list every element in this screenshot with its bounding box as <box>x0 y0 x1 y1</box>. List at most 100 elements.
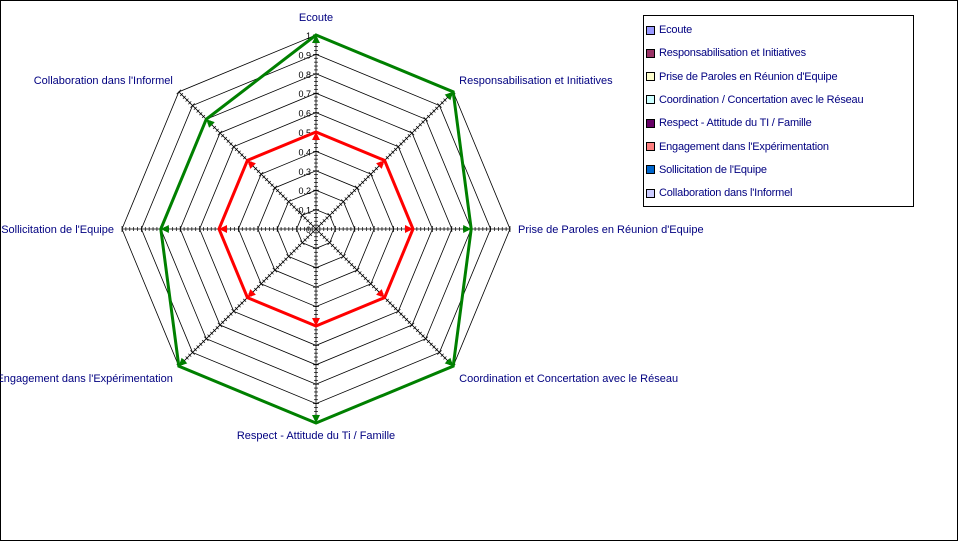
axis-tick <box>336 249 340 253</box>
axis-tick <box>303 238 307 242</box>
legend-swatch <box>646 118 655 128</box>
axis-tick <box>385 156 389 160</box>
axis-tick <box>363 177 368 182</box>
axis-tick <box>193 348 197 352</box>
axis-tick <box>407 320 411 324</box>
axis-tick <box>256 169 261 174</box>
axis-tick <box>203 336 209 342</box>
axis-tick <box>221 320 225 324</box>
axis-tick <box>388 153 392 157</box>
axis-tick <box>366 279 370 283</box>
legend-item: Respect - Attitude du TI / Famille <box>644 116 812 130</box>
axis-tick <box>281 260 285 264</box>
axis-tick <box>368 281 374 287</box>
axis-tick <box>393 147 398 152</box>
axis-tick <box>347 260 351 264</box>
axis-tick <box>212 328 217 333</box>
axis-label: Coordination et Concertation avec le Rés… <box>459 373 678 385</box>
axis-tick <box>426 339 431 344</box>
axis-label: Prise de Paroles en Réunion d'Equipe <box>518 224 704 236</box>
axis-tick <box>330 210 335 215</box>
series-point <box>178 357 188 367</box>
axis-tick <box>432 345 436 349</box>
axis-tick <box>368 171 374 177</box>
axis-tick <box>297 243 302 248</box>
axis-tick <box>289 252 293 256</box>
series-point <box>219 225 227 233</box>
axis-tick <box>221 134 225 138</box>
axis-tick <box>330 243 335 248</box>
legend-swatch <box>646 165 655 175</box>
axis-tick <box>366 175 370 179</box>
series-point <box>312 318 320 326</box>
axis-tick <box>347 194 351 198</box>
legend-swatch <box>646 72 655 82</box>
series-point <box>463 225 472 233</box>
axis-tick <box>264 276 269 281</box>
series-point <box>206 119 215 128</box>
axis-tick <box>258 171 264 177</box>
axis-tick <box>190 350 195 355</box>
axis-tick <box>286 254 291 259</box>
axis-tick <box>407 134 411 138</box>
legend-item: Collaboration dans l'Informel <box>644 186 792 200</box>
legend-label: Prise de Paroles en Réunion d'Equipe <box>659 70 838 83</box>
axis-tick <box>270 271 274 275</box>
axis-tick <box>402 315 406 319</box>
axis-tick <box>201 114 206 119</box>
series-point <box>376 160 385 169</box>
axis-tick <box>193 106 197 110</box>
axis-tick <box>415 125 420 130</box>
axis-label: Respect - Attitude du Ti / Famille <box>237 430 395 442</box>
axis-tick <box>234 147 239 152</box>
tick-label: 0,7 <box>298 89 311 99</box>
series-point <box>312 132 320 140</box>
series-point <box>444 91 454 101</box>
legend-label: Collaboration dans l'Informel <box>659 187 793 200</box>
axis-tick <box>339 252 343 256</box>
axis-tick <box>352 188 357 193</box>
legend-item: Engagement dans l'Expérimentation <box>644 140 829 154</box>
axis-tick <box>421 334 425 338</box>
tick-label: 0 <box>306 225 311 235</box>
axis-tick <box>275 265 280 270</box>
axis-tick <box>234 306 239 311</box>
series-point <box>247 289 256 298</box>
axis-tick <box>243 156 247 160</box>
axis-tick <box>237 150 241 154</box>
axis-tick <box>440 101 444 105</box>
axis-tick <box>432 109 436 113</box>
axis-tick <box>437 103 442 108</box>
axis-label: Responsabilisation et Initiatives <box>459 75 613 87</box>
legend-label: Engagement dans l'Expérimentation <box>659 140 829 153</box>
axis-tick <box>409 322 415 328</box>
axis-tick <box>429 342 433 346</box>
axis-tick <box>339 202 343 206</box>
axis-tick <box>284 197 288 201</box>
axis-tick <box>350 263 354 267</box>
axis-tick <box>229 142 233 146</box>
axis-tick <box>196 109 200 113</box>
axis-labels: Ecoute Responsabilisation et Initiatives P… <box>0 12 704 442</box>
axis-tick <box>278 191 282 195</box>
axis-tick <box>185 356 189 360</box>
axis-tick <box>176 89 182 95</box>
tick-label: 0,5 <box>298 128 311 138</box>
axis-tick <box>284 257 288 261</box>
axis-tick <box>399 312 403 316</box>
axis-tick <box>207 334 211 338</box>
tick-labels: 0 0,1 0,2 0,3 0,4 0,5 0,6 0,7 0,8 0,9 1 <box>298 31 311 235</box>
tick-label: 0,4 <box>298 147 311 157</box>
axis-tick <box>322 235 326 239</box>
axis-tick <box>215 326 219 330</box>
axis-tick <box>212 125 217 130</box>
axis-tick <box>440 353 444 357</box>
axis-tick <box>289 202 293 206</box>
axis-tick <box>404 136 409 141</box>
axis-tick <box>286 199 291 204</box>
axis-tick <box>443 98 447 102</box>
axis-tick <box>435 348 439 352</box>
legend-swatch <box>646 48 655 58</box>
axis-tick <box>325 238 329 242</box>
